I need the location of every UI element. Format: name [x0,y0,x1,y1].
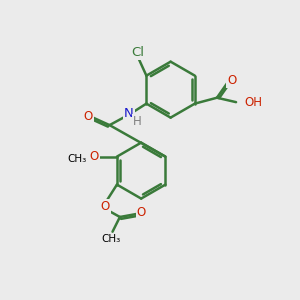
Text: H: H [133,115,142,128]
Text: O: O [227,74,236,87]
Text: N: N [124,106,134,119]
Text: CH₃: CH₃ [68,154,87,164]
Text: O: O [100,200,110,213]
Text: O: O [137,206,146,219]
Text: O: O [83,110,93,123]
Text: Cl: Cl [131,46,144,59]
Text: OH: OH [244,96,262,109]
Text: CH₃: CH₃ [101,234,121,244]
Text: O: O [89,150,99,163]
